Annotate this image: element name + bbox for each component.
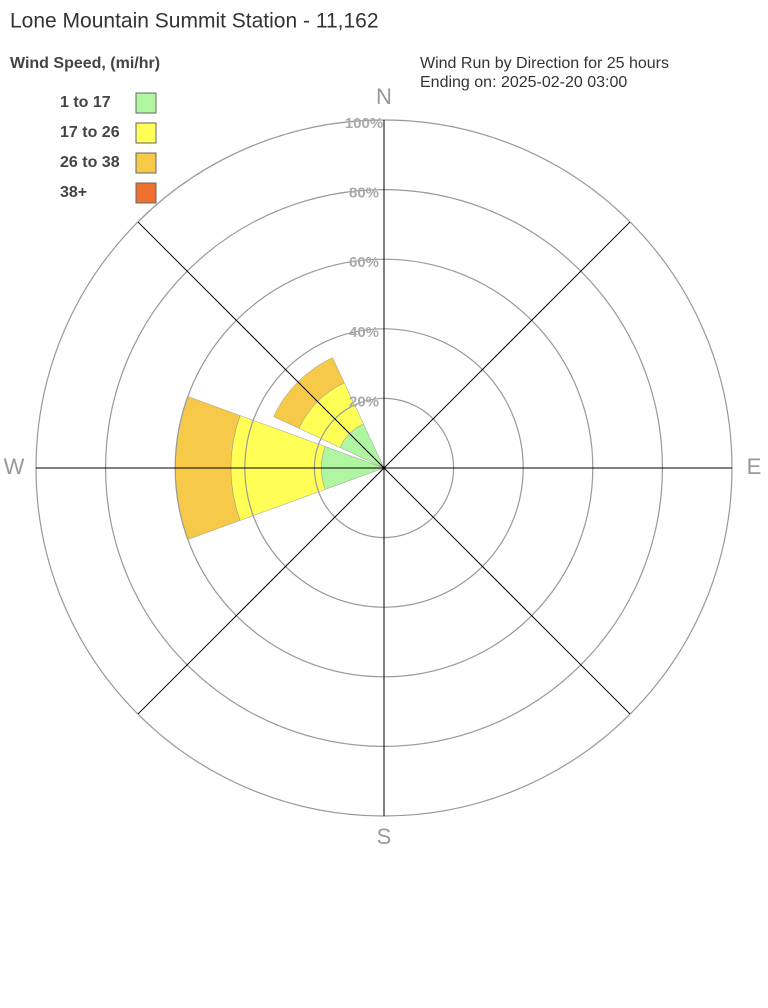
spoke <box>137 467 385 715</box>
r-tick-label: 20% <box>349 393 379 410</box>
r-tick-label: 100% <box>345 115 383 132</box>
spoke <box>383 221 631 469</box>
direction-label: E <box>747 454 762 479</box>
direction-label: S <box>377 824 392 849</box>
legend-label: 38+ <box>60 184 87 201</box>
legend-swatch <box>135 152 157 174</box>
subtitle: Wind Run by Direction for 25 hours <box>420 55 669 72</box>
legend-title: Wind Speed, (mi/hr) <box>10 55 160 72</box>
r-tick-label: 80% <box>349 185 379 202</box>
direction-label: N <box>376 84 392 109</box>
r-tick-label: 60% <box>349 254 379 271</box>
legend-label: 26 to 38 <box>60 154 120 171</box>
r-tick-label: 40% <box>349 324 379 341</box>
legend-swatch <box>135 122 157 144</box>
legend-swatch <box>135 92 157 114</box>
legend-label: 1 to 17 <box>60 94 111 111</box>
direction-label: W <box>4 454 25 479</box>
legend-label: 17 to 26 <box>60 124 120 141</box>
legend-swatch <box>135 182 157 204</box>
subtitle: Ending on: 2025-02-20 03:00 <box>420 74 627 91</box>
chart-title: Lone Mountain Summit Station - 11,162 <box>10 10 379 33</box>
spoke <box>383 467 631 715</box>
spoke <box>137 221 385 469</box>
